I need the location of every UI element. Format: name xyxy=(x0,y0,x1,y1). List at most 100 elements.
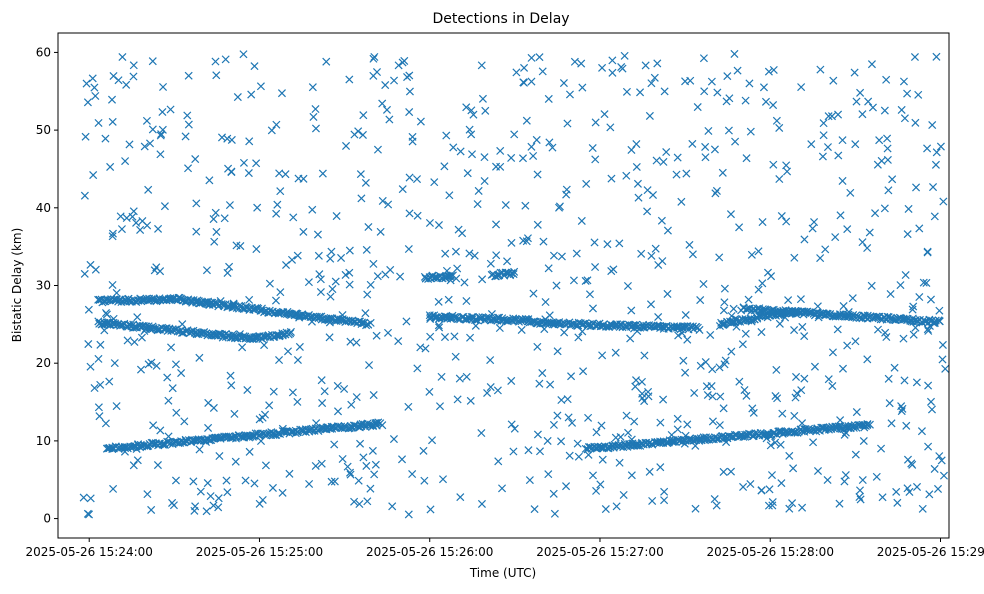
detection-point xyxy=(408,132,417,141)
detection-point xyxy=(366,484,375,493)
detection-point xyxy=(673,425,682,434)
detection-point xyxy=(276,288,285,297)
track-detection-point xyxy=(930,319,939,328)
detection-point xyxy=(383,328,393,337)
detection-point xyxy=(747,250,756,259)
chart-title: Detections in Delay xyxy=(432,11,569,27)
detection-point xyxy=(449,143,458,152)
detection-point xyxy=(223,488,232,497)
detection-point xyxy=(164,396,173,405)
detection-point xyxy=(184,120,193,129)
track-detection-point xyxy=(273,429,282,438)
detection-point xyxy=(96,340,105,349)
detection-point xyxy=(778,409,787,418)
detection-point xyxy=(622,87,631,96)
detection-point xyxy=(636,88,645,97)
detection-point xyxy=(713,88,722,97)
detection-point xyxy=(742,391,751,400)
track-detection-point xyxy=(366,318,375,327)
detection-point xyxy=(209,403,218,412)
track-detection-point xyxy=(748,315,757,324)
detection-point xyxy=(544,94,553,103)
y-axis: 0 10 20 30 40 50 60 xyxy=(36,45,58,526)
track-detection-point xyxy=(117,320,126,329)
detection-point xyxy=(673,414,682,423)
detection-point xyxy=(304,278,313,287)
detection-point xyxy=(656,463,665,472)
detection-point xyxy=(735,377,744,386)
detection-point xyxy=(746,479,755,489)
track-detection-point xyxy=(668,437,677,446)
detection-point xyxy=(299,174,308,183)
detection-point xyxy=(792,372,801,381)
detection-point xyxy=(163,373,172,382)
detection-point xyxy=(480,177,489,186)
detection-point xyxy=(359,453,368,462)
detection-point xyxy=(211,57,220,66)
detection-point xyxy=(512,68,521,77)
detection-point xyxy=(729,304,738,313)
detection-point xyxy=(868,103,877,112)
detection-point xyxy=(549,420,558,429)
detection-point xyxy=(591,262,600,272)
detection-point xyxy=(905,487,914,496)
detection-point xyxy=(137,333,146,342)
detection-point xyxy=(565,90,574,99)
detection-point xyxy=(555,202,564,211)
detection-point xyxy=(878,493,887,502)
detection-point xyxy=(133,313,142,322)
detection-point xyxy=(644,387,653,396)
detection-point xyxy=(404,510,413,519)
detection-point xyxy=(656,418,665,427)
detection-point xyxy=(94,354,103,363)
detection-point xyxy=(112,402,121,411)
x-axis: 2025-05-26 15:24:00 2025-05-26 15:25:00 20… xyxy=(25,538,984,559)
detection-point xyxy=(823,475,832,485)
detection-point xyxy=(938,355,947,364)
detection-point xyxy=(577,216,586,225)
detection-point xyxy=(858,476,867,485)
detection-point xyxy=(191,155,200,164)
detection-point xyxy=(136,365,146,374)
y-tick-label: 50 xyxy=(36,123,51,137)
detection-point xyxy=(421,344,430,353)
detection-point xyxy=(574,333,583,342)
detection-point xyxy=(209,215,218,224)
detection-point xyxy=(455,374,464,383)
detection-point xyxy=(435,402,445,411)
detection-point xyxy=(252,245,261,254)
detection-point xyxy=(611,348,620,357)
detection-point xyxy=(591,155,600,164)
detection-point xyxy=(863,355,872,364)
detection-point xyxy=(214,494,223,503)
detection-point xyxy=(823,143,832,152)
detection-point xyxy=(507,153,516,162)
detection-point xyxy=(533,220,542,229)
detection-point xyxy=(681,368,690,377)
track-detection-point xyxy=(219,300,228,309)
detection-point xyxy=(785,504,794,513)
detection-point xyxy=(654,312,663,322)
detection-point xyxy=(836,211,845,220)
detection-point xyxy=(932,148,941,157)
detection-point xyxy=(763,268,773,277)
detection-point xyxy=(352,338,361,347)
detection-point xyxy=(157,130,166,139)
detection-point xyxy=(937,456,946,465)
detection-point xyxy=(480,153,489,162)
detection-point xyxy=(641,61,650,70)
detection-point xyxy=(507,420,516,429)
detection-point xyxy=(440,333,450,342)
detection-point xyxy=(651,244,660,253)
detection-point xyxy=(91,91,100,100)
detection-point xyxy=(693,103,702,112)
detection-point xyxy=(748,404,757,413)
detection-point xyxy=(460,278,469,287)
track-detection-point xyxy=(130,323,139,332)
detection-point xyxy=(588,304,597,313)
detection-point xyxy=(767,471,777,480)
track-detection-point xyxy=(865,420,874,429)
y-tick-label: 40 xyxy=(36,201,51,215)
detection-point xyxy=(362,245,371,254)
